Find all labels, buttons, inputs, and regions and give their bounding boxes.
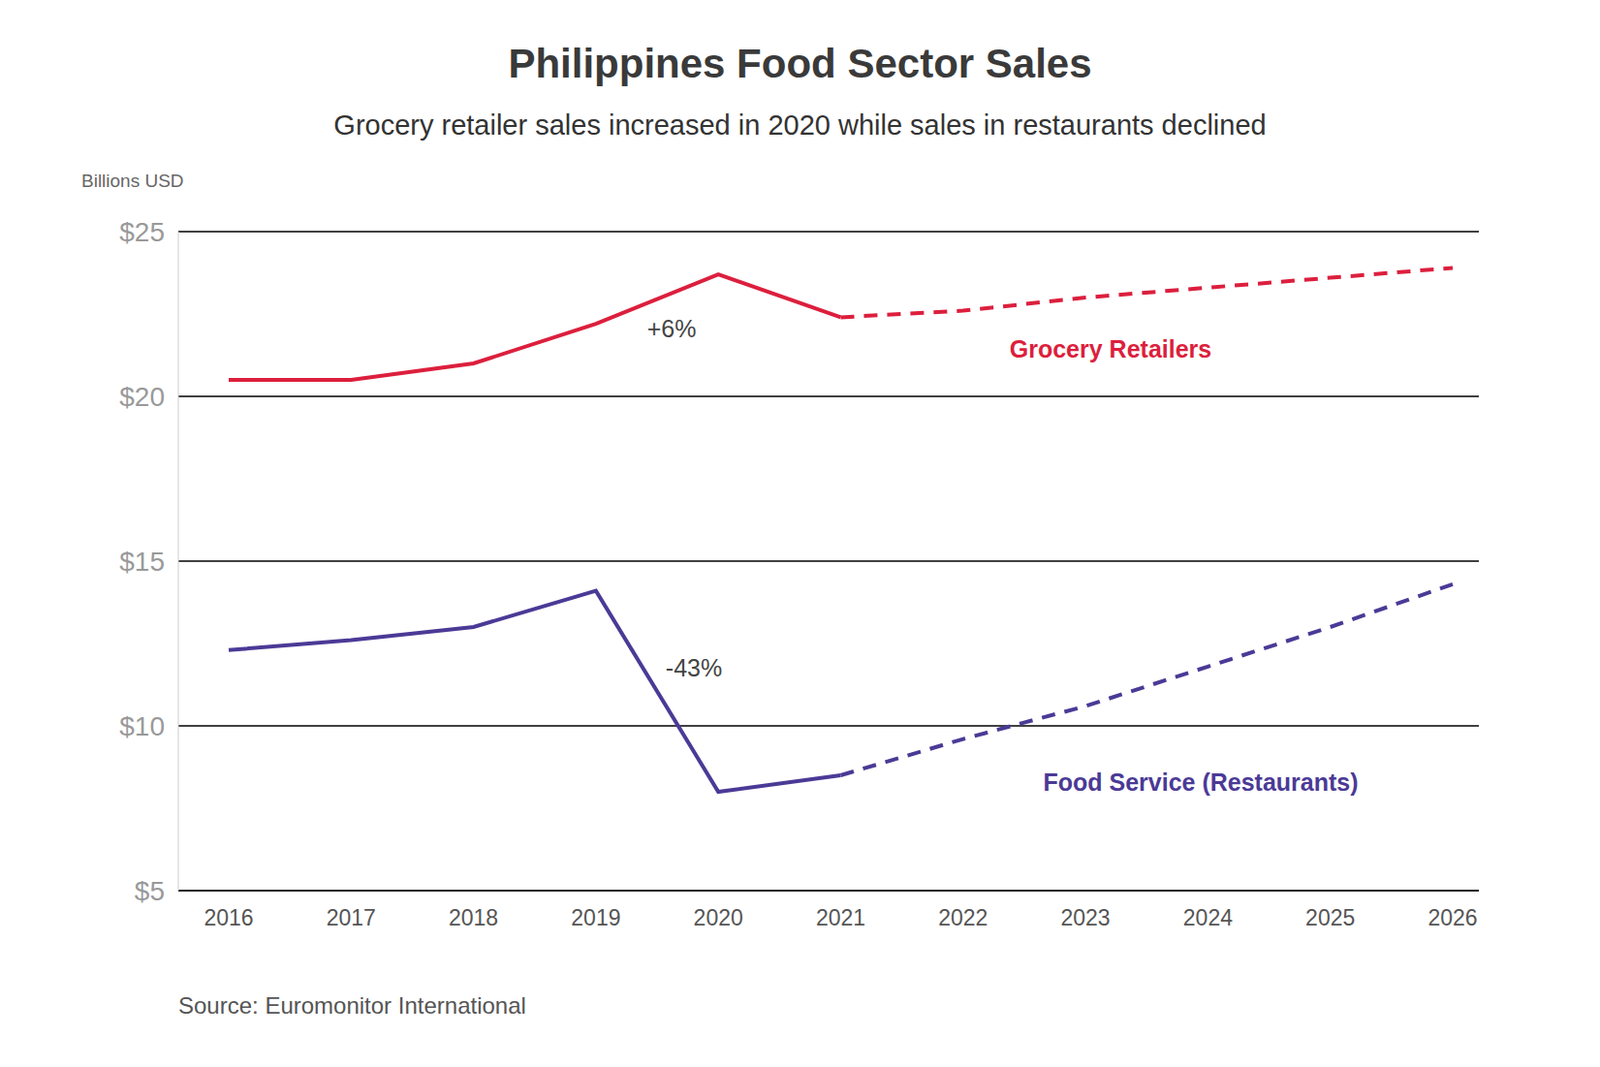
svg-text:2023: 2023 bbox=[1061, 905, 1111, 931]
svg-text:$15: $15 bbox=[119, 546, 165, 577]
svg-text:2017: 2017 bbox=[326, 905, 377, 931]
html-text:Food Service (Restaurants): Food Service (Restaurants) bbox=[1043, 768, 1359, 796]
svg-text:$10: $10 bbox=[119, 711, 165, 742]
svg-text:2020: 2020 bbox=[693, 905, 744, 931]
svg-text:2018: 2018 bbox=[448, 905, 499, 931]
svg-text:2025: 2025 bbox=[1305, 905, 1355, 931]
html-text:Source: Euromonitor Internatio: Source: Euromonitor International bbox=[178, 992, 527, 1019]
html-text:Billions USD: Billions USD bbox=[81, 170, 184, 191]
svg-text:2022: 2022 bbox=[938, 905, 988, 931]
svg-text:2026: 2026 bbox=[1427, 905, 1477, 931]
html-text:-43%: -43% bbox=[665, 653, 723, 681]
svg-text:2019: 2019 bbox=[570, 905, 621, 931]
svg-text:2024: 2024 bbox=[1183, 905, 1233, 931]
html-text:Grocery retailer sales increas: Grocery retailer sales increased in 2020… bbox=[333, 109, 1267, 141]
svg-text:$5: $5 bbox=[134, 876, 165, 907]
svg-text:2021: 2021 bbox=[815, 905, 866, 931]
html-text:Grocery Retailers: Grocery Retailers bbox=[1009, 334, 1212, 362]
html-text:+6%: +6% bbox=[646, 314, 697, 342]
svg-text:$20: $20 bbox=[119, 381, 165, 412]
svg-text:$25: $25 bbox=[119, 217, 165, 248]
svg-text:2016: 2016 bbox=[203, 905, 253, 931]
html-text:Philippines Food Sector Sales: Philippines Food Sector Sales bbox=[508, 40, 1092, 87]
